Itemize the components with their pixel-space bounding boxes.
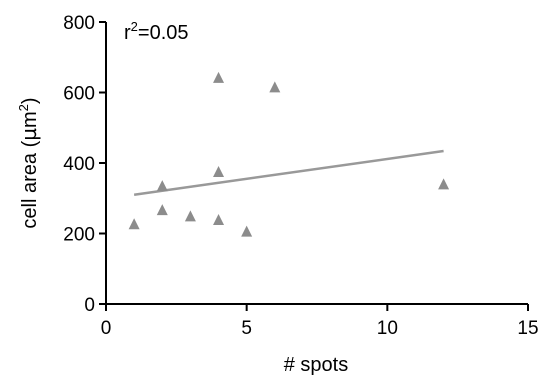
axes: 0 200 400 600 800 0 5 10 15 bbox=[63, 13, 538, 339]
data-points bbox=[128, 71, 450, 237]
regression-line bbox=[133, 149, 444, 196]
y-tick-label-200: 200 bbox=[63, 225, 95, 246]
y-axis-label-superscript: 2 bbox=[16, 104, 31, 111]
data-point-2 bbox=[156, 204, 168, 216]
x-tick-label-15: 15 bbox=[517, 318, 538, 339]
data-point-8 bbox=[269, 81, 281, 93]
x-tick-label-5: 5 bbox=[241, 318, 252, 339]
y-tick-label-0: 0 bbox=[84, 295, 95, 316]
r-squared-annotation: r2=0.05 bbox=[124, 19, 189, 44]
data-point-3 bbox=[184, 210, 196, 222]
regression-line-group bbox=[133, 149, 444, 196]
y-axis-label: cell area (µm2) bbox=[16, 97, 41, 228]
r-squared-base: r bbox=[124, 22, 131, 44]
y-axis-label-unit: m bbox=[19, 111, 41, 128]
r-squared-value: =0.05 bbox=[138, 22, 189, 44]
x-axis-label: # spots bbox=[284, 354, 348, 376]
y-axis-label-close: ) bbox=[19, 97, 41, 104]
data-point-0 bbox=[128, 218, 140, 230]
y-tick-label-400: 400 bbox=[63, 154, 95, 175]
data-point-7 bbox=[241, 225, 253, 237]
x-tick-label-0: 0 bbox=[101, 318, 112, 339]
y-tick-label-800: 800 bbox=[63, 13, 95, 34]
y-tick-label-600: 600 bbox=[63, 84, 95, 105]
x-tick-label-10: 10 bbox=[377, 318, 398, 339]
data-point-5 bbox=[213, 166, 225, 178]
data-point-6 bbox=[213, 213, 225, 225]
y-axis-label-text: cell area ( bbox=[19, 140, 41, 228]
y-axis-label-mu: µ bbox=[17, 128, 41, 141]
data-point-1 bbox=[156, 180, 168, 192]
y-axis-ticks: 0 200 400 600 800 bbox=[63, 13, 106, 316]
x-axis-ticks: 0 5 10 15 bbox=[101, 304, 539, 339]
data-point-9 bbox=[438, 178, 450, 190]
data-point-4 bbox=[213, 71, 225, 83]
r-squared-superscript: 2 bbox=[131, 19, 138, 34]
